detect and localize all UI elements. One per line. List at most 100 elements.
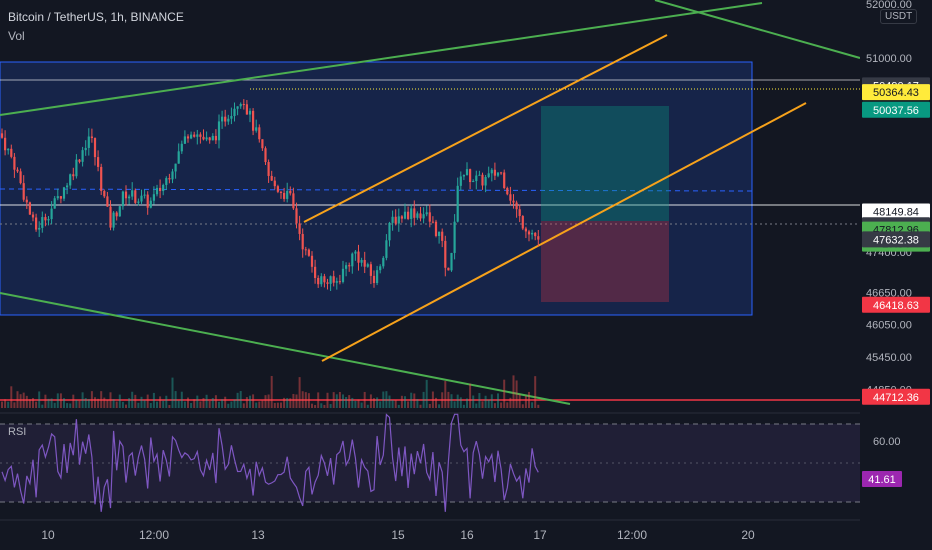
volume-bar bbox=[13, 402, 16, 408]
volume-bar bbox=[202, 398, 205, 408]
candle-body bbox=[506, 187, 509, 195]
volume-bar bbox=[112, 399, 115, 408]
candle-body bbox=[217, 121, 221, 141]
price-tick-label: 51000.00 bbox=[866, 53, 912, 65]
candle-body bbox=[87, 136, 90, 148]
position-stop-zone[interactable] bbox=[541, 221, 669, 302]
candle-body bbox=[444, 240, 447, 268]
volume-bar bbox=[478, 393, 481, 408]
candle-body bbox=[196, 134, 199, 137]
candle-body bbox=[354, 251, 357, 254]
volume-bar bbox=[143, 400, 146, 408]
candle-body bbox=[211, 135, 214, 141]
candle-body bbox=[465, 169, 469, 176]
price-tick-label: 46050.00 bbox=[866, 320, 912, 332]
channel-upper-line[interactable] bbox=[303, 34, 668, 223]
candle-body bbox=[527, 231, 531, 235]
upper-trend-line[interactable] bbox=[0, 2, 763, 116]
volume-bar bbox=[497, 393, 499, 408]
candle-body bbox=[103, 190, 106, 197]
candle-body bbox=[90, 136, 93, 139]
candle-body bbox=[298, 223, 301, 234]
volume-bar bbox=[363, 391, 366, 408]
candle-body bbox=[363, 259, 366, 267]
candle-body bbox=[115, 212, 118, 217]
volume-bar bbox=[171, 377, 174, 408]
candle-body bbox=[301, 233, 304, 250]
volume-bar bbox=[360, 402, 363, 408]
candle-body bbox=[16, 169, 19, 172]
volume-bar bbox=[416, 399, 419, 408]
volume-bar bbox=[348, 395, 351, 408]
volume-bar bbox=[131, 391, 134, 408]
volume-bar bbox=[487, 399, 490, 408]
candle-body bbox=[208, 137, 211, 141]
currency-selector[interactable]: USDT bbox=[880, 9, 918, 24]
candle-body bbox=[407, 211, 410, 219]
candle-body bbox=[221, 116, 224, 122]
volume-bar bbox=[38, 391, 41, 408]
candle-body bbox=[53, 198, 56, 209]
candle-body bbox=[537, 236, 540, 240]
candle-body bbox=[248, 110, 252, 115]
time-tick-label: 20 bbox=[741, 528, 755, 542]
price-tick-label: 46650.00 bbox=[866, 287, 912, 299]
candle-body bbox=[348, 265, 351, 267]
volume-bar bbox=[283, 397, 286, 408]
volume-bar bbox=[534, 376, 537, 408]
volume-bar bbox=[258, 401, 261, 408]
price-label-text: 44712.36 bbox=[873, 392, 919, 404]
candle-body bbox=[276, 186, 279, 192]
volume-bar bbox=[59, 393, 62, 408]
candle-body bbox=[379, 266, 382, 271]
volume-bar bbox=[301, 391, 304, 408]
volume-bar bbox=[72, 394, 75, 408]
candle-body bbox=[469, 169, 472, 183]
volume-bar bbox=[323, 404, 326, 408]
volume-bar bbox=[100, 391, 103, 408]
time-tick-label: 16 bbox=[460, 528, 474, 542]
volume-bar bbox=[469, 383, 472, 408]
volume-bar bbox=[236, 392, 239, 408]
channel-lower-line[interactable] bbox=[321, 102, 807, 362]
candle-body bbox=[428, 212, 431, 222]
candle-body bbox=[236, 106, 239, 109]
time-axis-labels: 10 12:00 13 15 16 17 12:00 20 bbox=[41, 528, 755, 542]
volume-bar bbox=[205, 394, 208, 408]
candle-body bbox=[165, 178, 168, 185]
volume-bar bbox=[252, 394, 255, 408]
candle-body bbox=[512, 200, 515, 203]
volume-bar bbox=[385, 391, 388, 408]
candle-body bbox=[521, 216, 524, 229]
candle-body bbox=[59, 196, 62, 199]
candle-body bbox=[78, 159, 81, 162]
candle-body bbox=[425, 212, 428, 215]
candle-body bbox=[534, 232, 537, 237]
time-tick-label: 12:00 bbox=[139, 528, 169, 542]
volume-bar bbox=[19, 394, 22, 408]
volume-bar bbox=[292, 393, 295, 408]
volume-bar bbox=[106, 399, 109, 408]
upper-right-trend-line[interactable] bbox=[654, 0, 861, 59]
rsi-value-text: 41.61 bbox=[868, 474, 896, 486]
volume-indicator-label: Vol bbox=[8, 29, 25, 43]
candle-body bbox=[202, 136, 205, 140]
candle-body bbox=[50, 208, 53, 220]
candle-body bbox=[233, 108, 236, 117]
price-tick-label: 47400.00 bbox=[866, 247, 912, 259]
candle-body bbox=[341, 268, 345, 282]
volume-bar bbox=[509, 397, 512, 408]
volume-bar bbox=[94, 397, 96, 408]
volume-bar bbox=[391, 400, 394, 408]
candle-body bbox=[121, 191, 124, 207]
volume-bar bbox=[456, 394, 459, 408]
volume-bar bbox=[493, 403, 496, 408]
volume-bar bbox=[447, 391, 450, 408]
volume-bar bbox=[208, 401, 211, 408]
volume-bar bbox=[7, 401, 10, 408]
lower-trend-line[interactable] bbox=[0, 292, 571, 405]
candle-body bbox=[84, 147, 87, 151]
position-target-zone[interactable] bbox=[541, 106, 669, 221]
candle-body bbox=[66, 185, 69, 188]
